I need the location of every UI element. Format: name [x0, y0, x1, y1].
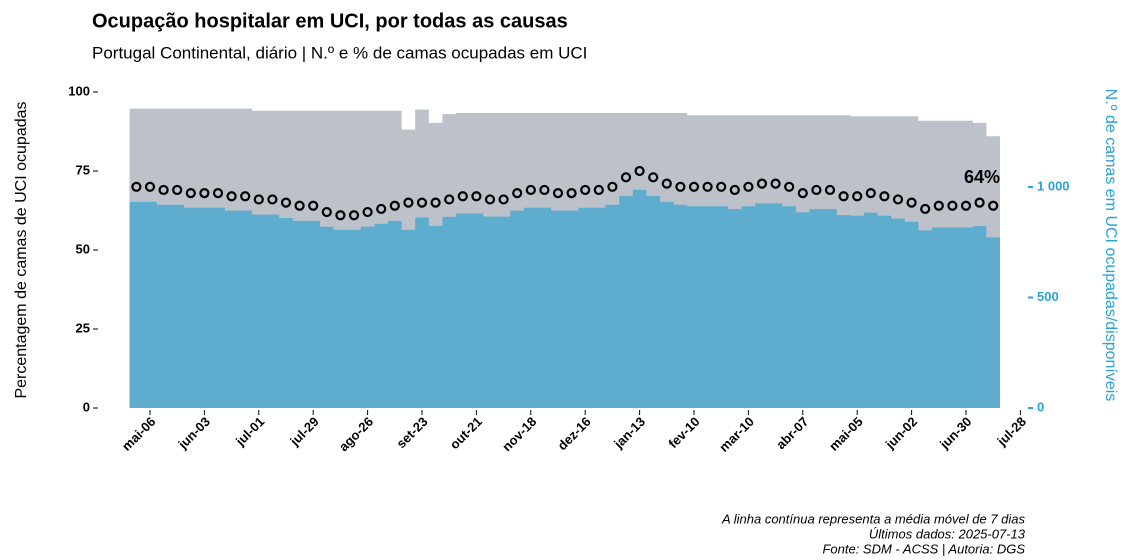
dot — [865, 188, 876, 199]
dot — [525, 184, 536, 196]
x-tick-label: jul-29 — [286, 414, 321, 449]
x-tick-label: nov-18 — [499, 414, 539, 454]
annotation: 64% — [964, 167, 1000, 187]
dot — [688, 181, 700, 192]
note: Fonte: SDM - ACSS | Autoria: DGS — [822, 541, 1025, 556]
dot — [498, 194, 509, 205]
dot — [430, 197, 441, 208]
dot — [566, 188, 577, 199]
x-tick-label: mar-10 — [716, 414, 757, 455]
dot — [457, 191, 468, 202]
dot — [838, 191, 849, 202]
x-tick-label: jul-01 — [232, 414, 267, 449]
chart-title: Ocupação hospitalar em UCI, por todas as… — [92, 10, 568, 32]
dot — [580, 184, 591, 196]
dot — [702, 181, 713, 192]
x-tick-label: ago-26 — [336, 414, 376, 454]
x-tick-label: mai-05 — [826, 414, 866, 454]
y2-axis-title: N.º de camas em UCI ocupadas/disponíveis — [1102, 89, 1119, 402]
dot — [158, 184, 169, 196]
dot — [403, 197, 414, 208]
x-tick-label: set-23 — [393, 414, 430, 451]
dot — [593, 184, 604, 196]
dot — [729, 184, 740, 196]
dot — [512, 188, 523, 199]
dot — [892, 194, 904, 205]
dot — [539, 184, 550, 196]
x-tick-label: jun-30 — [936, 414, 974, 452]
dot — [199, 188, 210, 199]
dot — [743, 181, 754, 192]
dot — [484, 194, 496, 205]
dot — [797, 188, 808, 199]
y2-tick-label: 1 000 — [1037, 178, 1070, 193]
dot — [988, 200, 999, 211]
dot — [661, 178, 672, 189]
dot — [811, 184, 822, 196]
dot — [634, 165, 645, 177]
dot — [416, 197, 428, 208]
area — [129, 189, 1001, 408]
x-tick-label: out-21 — [447, 414, 485, 452]
x-tick-label: abr-07 — [773, 414, 811, 452]
dot — [253, 194, 264, 205]
dot — [389, 200, 400, 211]
dot — [376, 203, 387, 215]
dot — [144, 181, 156, 192]
dot — [348, 210, 360, 221]
y-tick-label: 25 — [76, 320, 90, 335]
chart-subtitle: Portugal Continental, diário | N.º e % d… — [92, 43, 587, 62]
y-tick-label: 100 — [68, 83, 90, 98]
note: Últimos dados: 2025-07-13 — [869, 526, 1026, 541]
dot — [607, 181, 618, 192]
dot — [947, 200, 958, 211]
dot — [784, 181, 795, 192]
x-tick-label: jun-02 — [882, 414, 920, 452]
dot — [444, 194, 455, 205]
dot — [308, 200, 319, 211]
dot — [212, 188, 224, 199]
dot — [756, 178, 768, 189]
dot — [852, 191, 863, 202]
dot — [240, 191, 251, 202]
x-tick-label: jul-28 — [994, 414, 1029, 449]
y-axis-title: Percentagem de camas de UCI ocupadas — [13, 101, 30, 398]
dot — [185, 188, 196, 199]
dot — [335, 210, 346, 221]
dot — [770, 178, 781, 189]
x-tick-label: jan-13 — [610, 414, 648, 452]
dot — [906, 197, 917, 208]
dot — [920, 203, 931, 215]
dot — [974, 197, 985, 208]
dot — [267, 194, 278, 205]
y-tick-label: 50 — [76, 241, 90, 256]
dot — [933, 200, 944, 211]
dot — [879, 191, 890, 202]
y-tick-label: 75 — [76, 162, 90, 177]
x-tick-label: dez-16 — [555, 414, 594, 453]
x-tick-label: fev-10 — [665, 414, 702, 451]
dot — [172, 184, 183, 196]
dot — [471, 191, 482, 202]
dot — [648, 172, 659, 183]
dot — [552, 188, 564, 199]
dot — [675, 181, 686, 192]
dot — [362, 206, 373, 218]
dot — [226, 191, 237, 202]
note: A linha contínua representa a média móve… — [721, 511, 1026, 526]
dot — [620, 172, 632, 183]
dot — [960, 200, 972, 211]
dot — [131, 181, 142, 192]
y2-tick-label: 500 — [1037, 289, 1059, 304]
dot — [716, 181, 727, 192]
dot — [321, 206, 332, 218]
x-tick-label: jun-03 — [175, 414, 213, 452]
dot — [294, 200, 305, 211]
x-tick-label: mai-06 — [119, 414, 159, 454]
y-tick-label: 0 — [83, 399, 90, 414]
y2-tick-label: 0 — [1037, 399, 1044, 414]
dot — [824, 184, 836, 196]
dot — [280, 197, 292, 208]
